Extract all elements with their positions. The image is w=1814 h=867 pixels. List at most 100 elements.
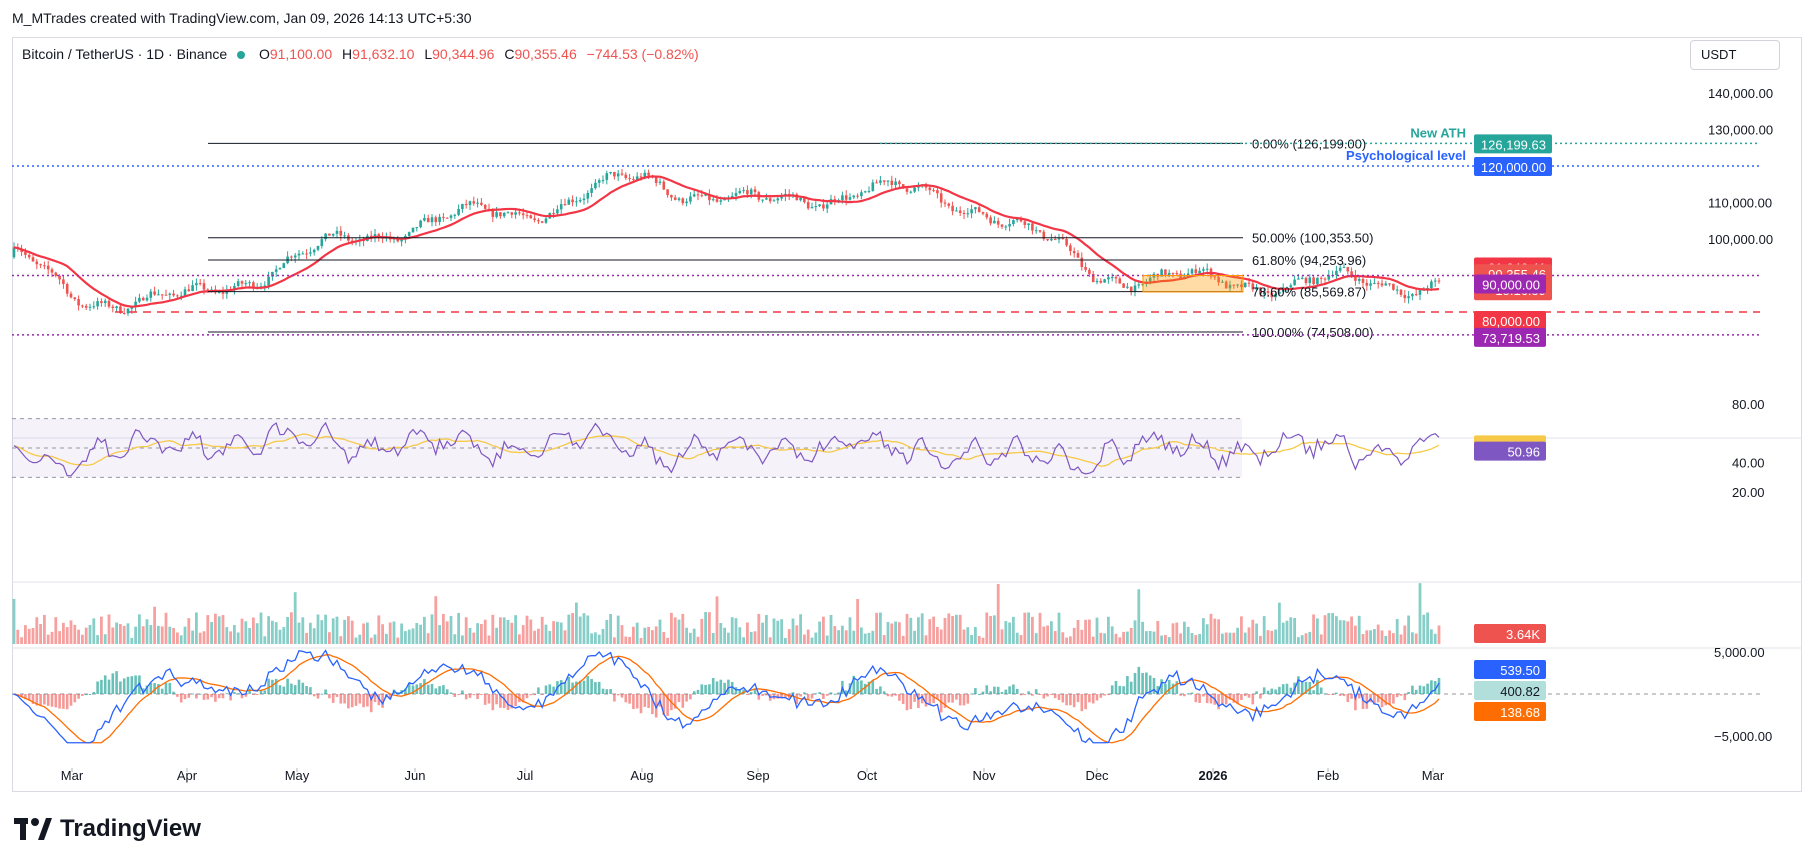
candle-body [1300,277,1304,279]
volume-bar [312,628,316,644]
candle-body [863,191,867,193]
candle-body [540,221,544,223]
volume-bar [1164,634,1167,644]
volume-bar [1418,583,1422,644]
volume-bar [909,617,913,644]
macd-histogram-bar [1289,687,1293,694]
candle-body [1236,284,1239,286]
volume-bar [214,613,217,644]
volume-bar [476,623,479,644]
candle-body [1038,230,1042,232]
volume-bar [578,616,582,644]
macd-histogram-bar [282,686,286,694]
level-90000-badge-bg [1474,274,1546,294]
volume-bar [1076,619,1080,644]
volume-bar [168,626,172,644]
volume-bar [780,619,783,644]
macd-histogram-bar [111,673,115,694]
macd-histogram-bar [951,694,954,703]
macd-histogram-bar [1145,672,1148,694]
volume-bar [153,606,156,644]
candle-body [1023,221,1027,225]
volume-bar [1293,617,1296,644]
volume-bar [1183,621,1186,644]
macd-histogram-bar [168,682,172,694]
volume-bar [632,626,635,644]
volume-bar [635,622,639,644]
macd-histogram-bar [1217,694,1220,710]
macd-histogram-bar [369,694,373,713]
volume-bar [795,625,799,644]
candle-body [1319,277,1323,279]
volume-bar [430,614,434,644]
macd-histogram-bar [301,682,305,694]
candle-body [514,212,517,215]
macd-histogram-bar [1251,694,1255,705]
macd-histogram-bar [233,691,236,694]
volume-bar [1034,633,1038,644]
macd-histogram-bar [92,692,96,694]
volume-bar [1084,619,1087,644]
macd-histogram-bar [1335,692,1338,694]
candle-body [635,176,639,180]
macd-histogram-bar [765,694,768,696]
volume-bar [841,625,844,644]
volume-bar [894,621,897,644]
x-tick-label: Mar [61,768,84,783]
macd-histogram-bar [1004,689,1008,694]
candle-body [624,174,628,179]
candle-body [700,195,704,197]
macd-histogram-bar [1171,683,1175,694]
candle-body [803,197,806,203]
volume-bar [905,613,909,644]
candle-body [1255,287,1258,290]
macd-histogram-bar [662,694,666,716]
volume-bar [989,616,992,644]
candle-body [677,198,681,200]
volume-bar [1145,631,1148,644]
candle-body [1164,269,1167,275]
candle-body [377,234,381,238]
volume-bar [882,635,886,644]
rsi-badge-text: 50.96 [1507,445,1540,460]
currency-selector[interactable]: USDT [1690,40,1780,70]
candle-body [191,285,194,292]
macd-histogram-bar [1038,694,1042,695]
volume-bar [347,616,350,644]
candle-body [768,198,772,202]
volume-bar [605,619,609,644]
candle-body [719,200,723,202]
candle-body [761,199,764,201]
volume-bar [715,596,719,644]
candle-body [1160,269,1163,277]
candle-body [1308,277,1312,284]
volume-bar [411,628,415,644]
candle-body [1072,251,1076,254]
symbol-title[interactable]: Bitcoin / TetherUS · 1D · Binance [22,46,228,62]
macd-histogram-bar [46,694,50,706]
high-label: H [342,46,353,62]
volume-bar [1335,616,1338,644]
tradingview-brand[interactable]: TradingView [14,815,201,843]
candle-body [689,196,692,202]
candle-body [1297,278,1300,280]
candle-body [499,212,502,217]
volume-bar [1072,627,1076,644]
macd-histogram-bar [396,692,400,694]
volume-bar [453,634,457,644]
candle-body [69,293,73,298]
candle-body [442,216,445,218]
candle-body [438,216,441,223]
volume-bar [58,631,61,644]
candle-body [1342,267,1346,269]
candle-body [31,257,35,262]
candle-body [316,245,320,250]
volume-bar [1099,632,1103,644]
macd-histogram-bar [252,694,255,695]
volume-bar [1300,635,1304,644]
volume-bar [738,627,742,644]
volume-bar [711,633,715,644]
volume-bar [160,626,164,644]
macd-histogram-bar [1198,694,1201,703]
